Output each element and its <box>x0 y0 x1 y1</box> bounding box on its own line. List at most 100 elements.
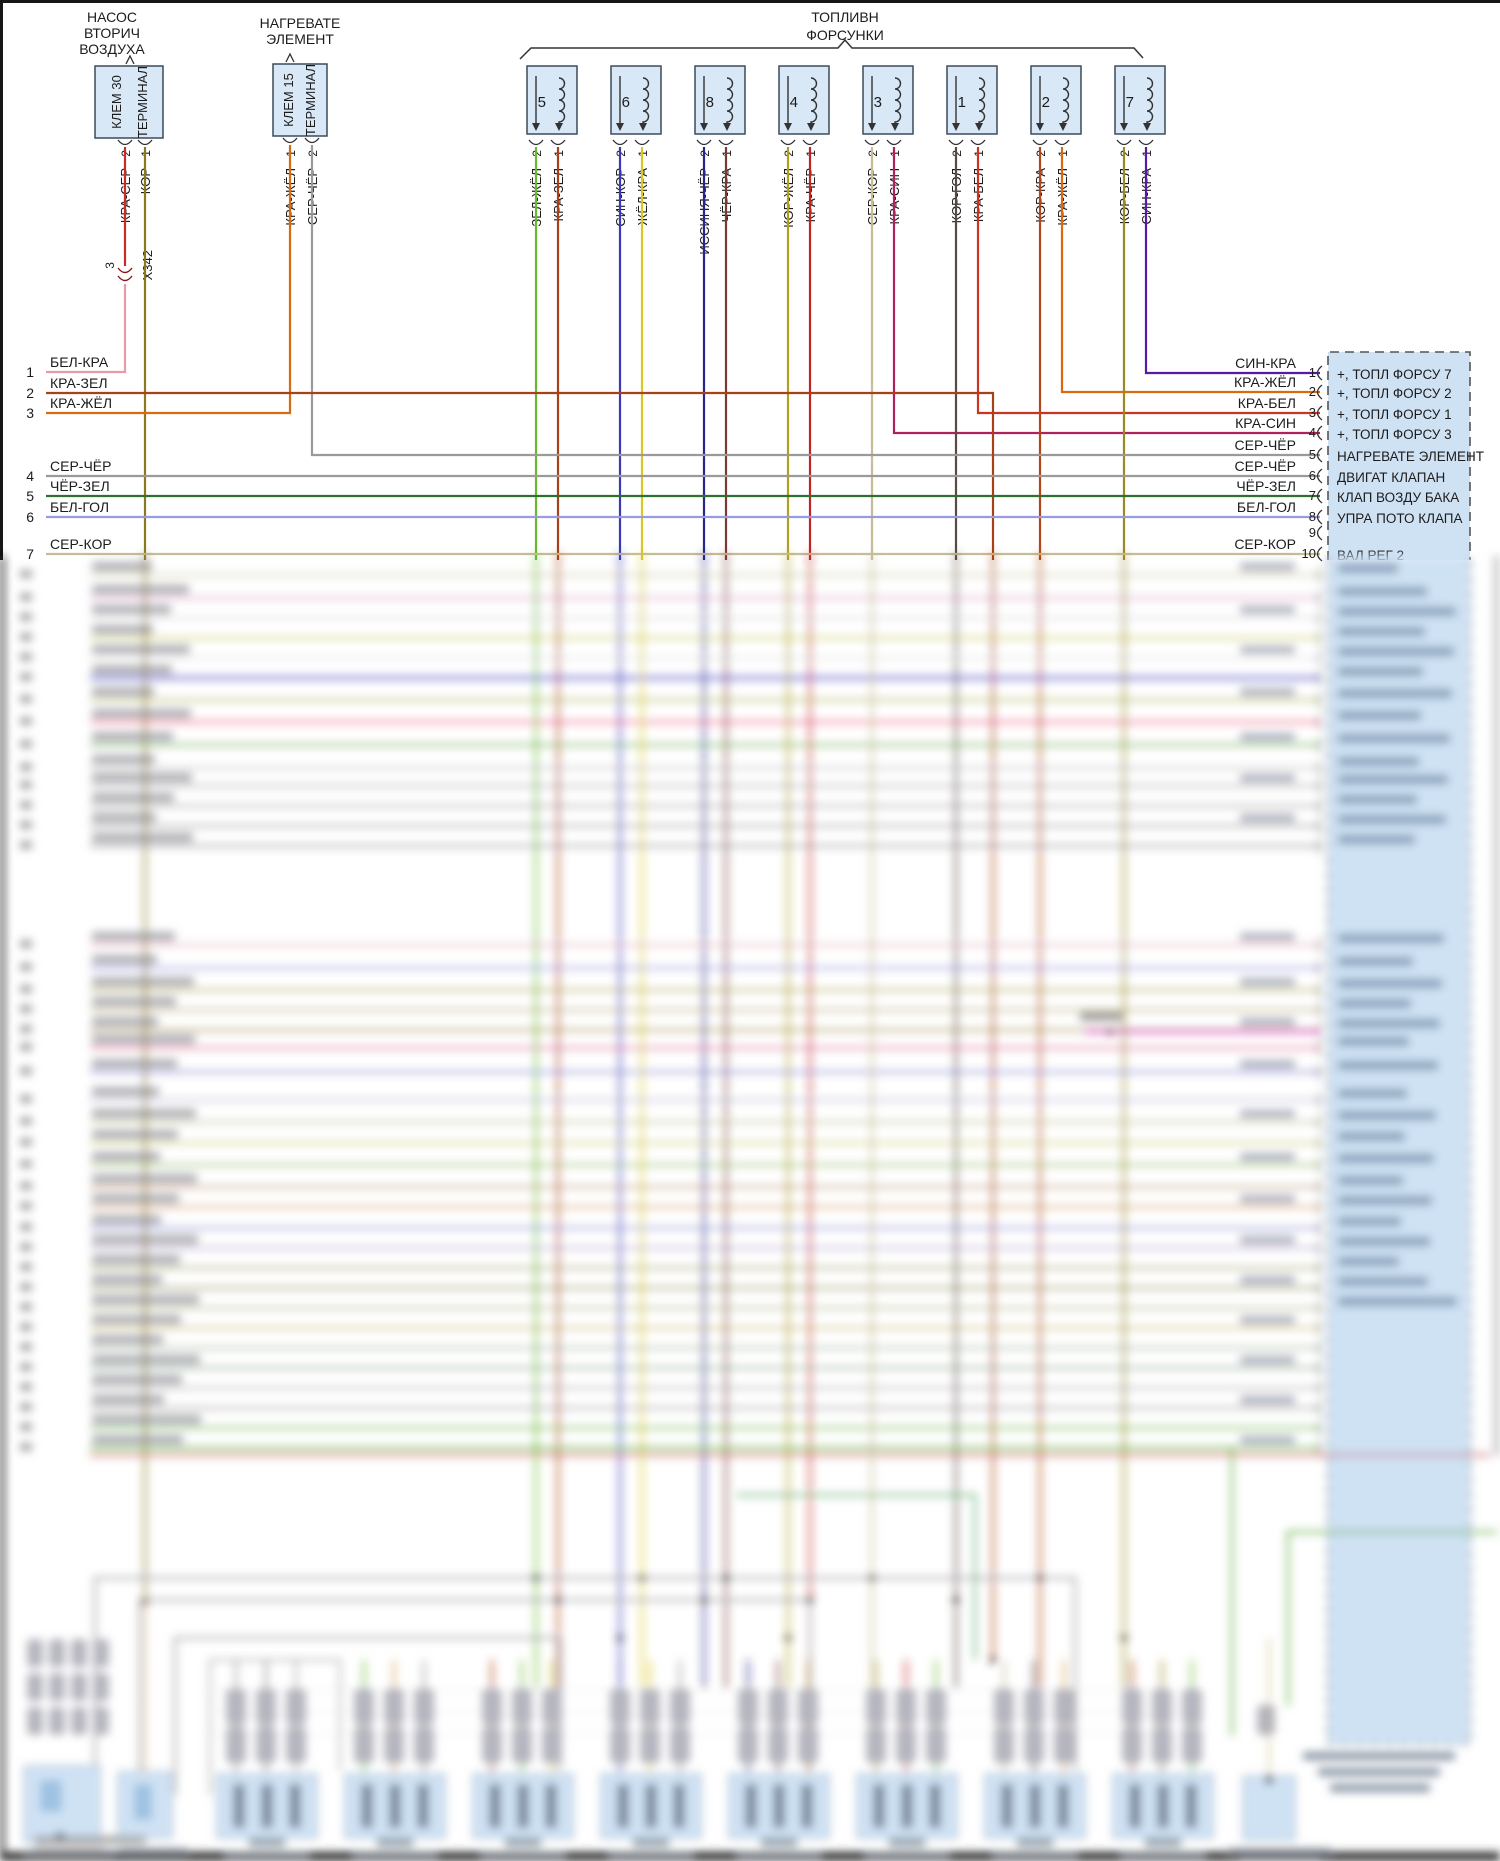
blurred-connector-pill <box>866 1689 886 1725</box>
blurred-component-label <box>1240 1857 1320 1861</box>
blurred-teal-wire <box>736 1493 977 1660</box>
blurred-wire-label-blob <box>1240 1316 1295 1324</box>
blurred-row-label-blob <box>92 813 156 822</box>
blurred-ecu-label-blob <box>1338 1037 1409 1046</box>
injectors-title-line1: ТОПЛИВН <box>811 9 879 25</box>
blurred-row-num-blob <box>20 821 32 829</box>
blurred-wire-label-blob <box>1240 1276 1295 1284</box>
blurred-pin-arc <box>1316 692 1323 708</box>
blurred-ecu-label-blob <box>1338 1217 1401 1226</box>
blurred-connector-pill <box>926 1727 946 1763</box>
blurred-row-label-blob <box>92 1035 195 1044</box>
blurred-connector-pill <box>1152 1727 1172 1763</box>
injector-pin-arcs-icon <box>1032 139 1070 146</box>
blurred-component-pedestal <box>249 1838 285 1847</box>
blurred-component-slot <box>389 1784 401 1828</box>
injector-number: 4 <box>790 94 798 111</box>
ecu-pin-label: УПРА ПОТО КЛАПА <box>1337 511 1463 526</box>
blurred-component-slot <box>545 1784 557 1828</box>
blurred-pin-arc <box>1316 838 1323 854</box>
blurred-connector-pill <box>27 1707 43 1735</box>
blurred-connector-pill <box>49 1639 65 1667</box>
blurred-row-num-blob <box>20 963 32 971</box>
junction-dot <box>1107 1029 1113 1035</box>
injector-coil-icon <box>978 77 986 123</box>
blurred-connector-pill <box>71 1673 87 1701</box>
blurred-component-slot <box>517 1784 529 1828</box>
blurred-pin-arc <box>1316 567 1323 583</box>
blurred-ecu-label-blob <box>1338 734 1450 743</box>
blurred-row-num-blob <box>20 1182 32 1190</box>
blurred-pin-arc <box>1316 1022 1323 1038</box>
blurred-connector-pill <box>542 1727 562 1763</box>
blurred-connector-pill <box>798 1689 818 1725</box>
blurred-connector-pill <box>384 1689 404 1725</box>
injector-coil-icon <box>1146 77 1154 123</box>
blurred-ecu-label-blob <box>1338 1237 1430 1246</box>
blurred-row-num-blob <box>20 1263 32 1271</box>
left-row-label: КРА-ЖЁЛ <box>50 395 112 411</box>
right-row-num: 6 <box>1309 468 1316 483</box>
blurred-row-label-blob <box>92 1059 177 1068</box>
blurred-component-label <box>481 1852 565 1859</box>
heater-terminal-text1: КЛЕМ 15 <box>281 73 296 127</box>
blurred-row-label-blob <box>92 1415 201 1424</box>
blurred-row-num-blob <box>20 1303 32 1311</box>
junction-dot <box>722 1574 730 1582</box>
blurred-pin-arc <box>1316 1179 1323 1195</box>
ecu-box-fill <box>1328 352 1470 560</box>
sharp-layer: НАСОС ВТОРИЧ ВОЗДУХА КЛЕМ 30 ТЕРМИНАЛ 2 … <box>26 9 1484 563</box>
junction-dot <box>806 1596 814 1604</box>
ecu-box-blurred-fill <box>1328 556 1470 1744</box>
blurred-component-slot <box>673 1784 685 1828</box>
left-row-num: 1 <box>26 364 34 380</box>
right-pin-arc-icon <box>1316 405 1323 421</box>
blurred-row-num-blob <box>20 613 32 621</box>
blurred-connector-pill <box>1182 1727 1202 1763</box>
right-pin-arc-icon <box>1316 468 1323 484</box>
left-row-label: ЧЁР-ЗЕЛ <box>50 478 110 494</box>
blurred-row-num-blob <box>20 1343 32 1351</box>
left-row-num: 4 <box>26 468 34 484</box>
blurred-row-label-blob <box>92 709 191 718</box>
blurred-connector-pill <box>256 1727 276 1763</box>
blurred-ecu-label-blob <box>1338 1132 1405 1141</box>
blurred-row-label-blob <box>92 562 152 571</box>
right-row-num: 2 <box>1309 384 1316 399</box>
left-row-num: 7 <box>26 546 34 562</box>
heater-label-line2: ЭЛЕМЕНТ <box>266 31 334 47</box>
pump-top-arrow-icon <box>125 54 135 65</box>
blurred-border-left <box>0 556 4 1861</box>
blurred-pin-arc <box>1316 1300 1323 1316</box>
blurred-connector-pill <box>768 1727 788 1763</box>
injector-coil-icon <box>894 77 902 123</box>
blurred-row-num-blob <box>20 801 32 809</box>
blurred-wire-label-blob <box>1240 933 1295 941</box>
injector-pin1-wire <box>976 147 1320 415</box>
blurred-row-label-blob <box>92 793 174 802</box>
blurred-pin-arc <box>1316 1002 1323 1018</box>
blurred-row-num-blob <box>20 841 32 849</box>
built-blurred-elements <box>20 552 1497 1861</box>
blurred-component-label <box>993 1852 1077 1859</box>
blurred-row-num-blob <box>20 1095 32 1103</box>
ecu-pin-label: КЛАП ВОЗДУ БАКА <box>1337 490 1459 505</box>
injector-pin-arcs-icon <box>864 139 902 146</box>
pump-terminal-text2: ТЕРМИНАЛ <box>135 66 150 138</box>
right-row-num: 10 <box>1302 546 1316 561</box>
blurred-pin-arc <box>1316 714 1323 730</box>
blurred-row-num-blob <box>20 593 32 601</box>
blurred-component-slot <box>1157 1784 1169 1828</box>
blurred-pin-arc <box>1316 1360 1323 1376</box>
blurred-ecu-label-blob <box>1338 1196 1432 1205</box>
blurred-pin-arc <box>1316 1040 1323 1056</box>
blurred-row-num-blob <box>20 740 32 748</box>
blurred-pin-arc <box>1316 1092 1323 1108</box>
blurred-connector-pill <box>27 1639 43 1667</box>
blurred-connector-pill <box>926 1689 946 1725</box>
blurred-pin-arc <box>1316 818 1323 834</box>
injector-pin-arcs-icon <box>948 139 986 146</box>
heater-pin-arcs-icon <box>282 137 320 144</box>
blurred-connector-pill <box>670 1689 690 1725</box>
